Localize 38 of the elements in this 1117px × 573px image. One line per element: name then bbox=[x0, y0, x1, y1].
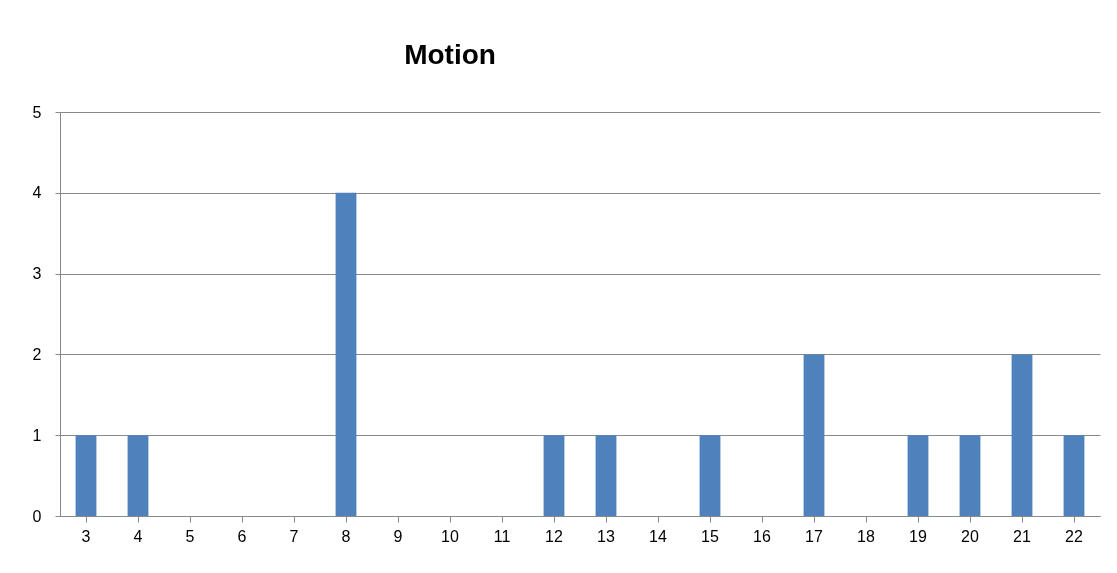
x-tick-label: 14 bbox=[649, 527, 667, 545]
bar bbox=[803, 354, 825, 516]
x-tick-label: 6 bbox=[237, 527, 247, 545]
x-tick-label: 18 bbox=[857, 527, 875, 545]
y-tick-label: 3 bbox=[32, 265, 42, 283]
x-tick-label: 11 bbox=[493, 527, 511, 545]
x-tick-label: 15 bbox=[701, 527, 719, 545]
x-tick-label: 3 bbox=[81, 527, 91, 545]
y-tick-label: 0 bbox=[32, 507, 42, 525]
bar bbox=[335, 192, 357, 516]
bar bbox=[1011, 354, 1033, 516]
y-tick-label: 4 bbox=[32, 184, 42, 202]
bar bbox=[699, 435, 721, 516]
x-tick-label: 19 bbox=[909, 527, 927, 545]
bar bbox=[75, 435, 97, 516]
bar bbox=[907, 435, 929, 516]
x-tick-label: 13 bbox=[597, 527, 615, 545]
chart-title: Motion bbox=[404, 39, 496, 70]
bar bbox=[959, 435, 981, 516]
x-tick-label: 16 bbox=[753, 527, 771, 545]
x-tick-label: 9 bbox=[393, 527, 403, 545]
y-tick-label: 2 bbox=[32, 345, 42, 363]
x-tick-label: 10 bbox=[441, 527, 459, 545]
x-tick-label: 20 bbox=[961, 527, 979, 545]
bar bbox=[127, 435, 149, 516]
x-tick-label: 21 bbox=[1013, 527, 1031, 545]
x-tick-label: 17 bbox=[805, 527, 823, 545]
x-tick-label: 7 bbox=[289, 527, 299, 545]
x-tick-label: 5 bbox=[185, 527, 195, 545]
bar bbox=[1063, 435, 1085, 516]
x-tick-label: 22 bbox=[1065, 527, 1083, 545]
x-tick-label: 4 bbox=[133, 527, 143, 545]
x-tick-label: 12 bbox=[545, 527, 563, 545]
y-tick-label: 5 bbox=[32, 103, 42, 121]
bar bbox=[595, 435, 617, 516]
bar bbox=[543, 435, 565, 516]
x-tick-label: 8 bbox=[341, 527, 351, 545]
y-tick-label: 1 bbox=[32, 426, 42, 444]
